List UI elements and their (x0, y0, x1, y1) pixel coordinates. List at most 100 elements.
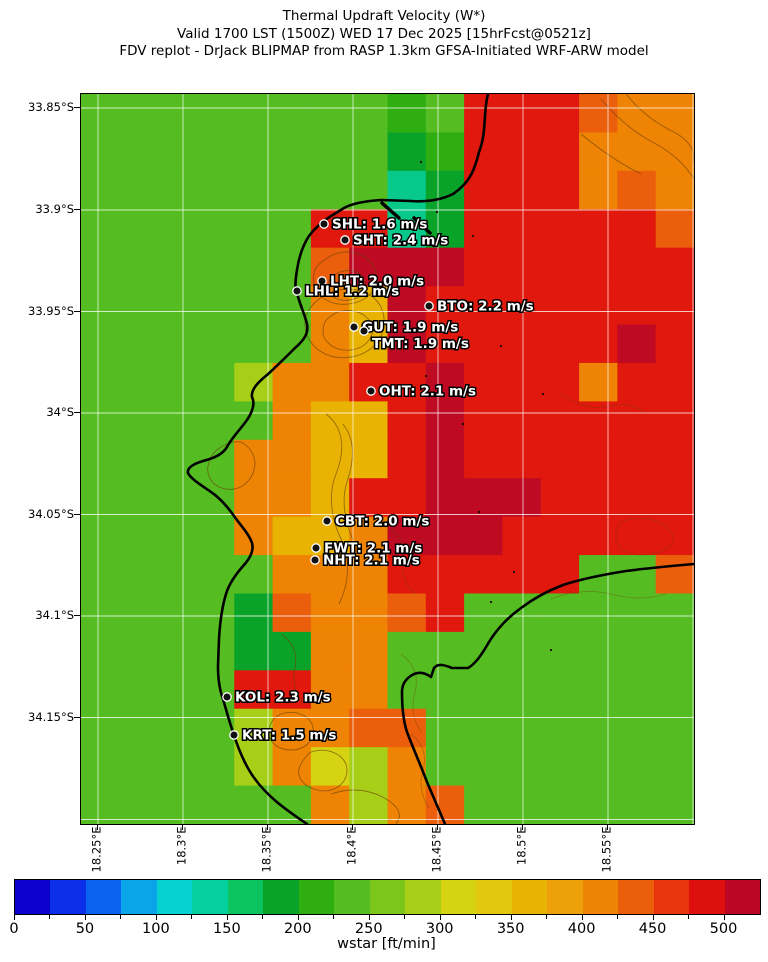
grid-cell (425, 94, 465, 134)
grid-cell (81, 516, 120, 556)
grid-cell (310, 170, 350, 210)
grid-cell (655, 286, 694, 326)
colorbar-segment (15, 880, 51, 914)
station-label: CBT: 2.0 m/s (335, 514, 429, 530)
grid-cell (310, 747, 350, 787)
tick-mark (368, 915, 370, 920)
grid-cell (119, 747, 159, 787)
y-tick-label: 33.9°S (35, 202, 74, 216)
grid-cell (425, 555, 465, 595)
grid-cell (387, 439, 427, 479)
grid-cell (387, 324, 427, 364)
station-marker (359, 326, 369, 336)
grid-cell (272, 132, 312, 172)
grid-cell (119, 631, 159, 671)
colorbar-segment (121, 880, 158, 914)
grid-cell (349, 247, 389, 287)
grid-cell (119, 670, 159, 710)
colorbar-segment (192, 880, 229, 914)
tick-mark (97, 824, 99, 830)
grid-cell (464, 362, 504, 402)
grid-cell (310, 401, 350, 441)
grid-cell (655, 555, 694, 595)
colorbar-segment (263, 880, 300, 914)
grid-cell (464, 593, 504, 633)
grid-cell (540, 439, 580, 479)
grid-cell (464, 401, 504, 441)
grid-cell (272, 170, 312, 210)
colorbar-tick-label: 200 (283, 921, 312, 937)
grid-cell (157, 132, 197, 172)
grid-cell (119, 286, 159, 326)
grid-cell (425, 478, 465, 518)
grid-cell (502, 439, 542, 479)
grid-cell (272, 401, 312, 441)
grid-cell (234, 362, 274, 402)
grid-cell (617, 324, 657, 364)
tick-mark (723, 915, 725, 920)
grid-cell (540, 286, 580, 326)
grid-cell (425, 362, 465, 402)
grid-cell (464, 324, 504, 364)
grid-cell (349, 132, 389, 172)
y-tick-label: 34.05°S (28, 506, 74, 521)
grid-cell (349, 708, 389, 748)
tick-mark (74, 209, 80, 211)
grid-cell (157, 170, 197, 210)
tick-mark (14, 915, 16, 920)
grid-cell (81, 170, 120, 210)
grid-cell (502, 132, 542, 172)
colorbar-segment (298, 880, 335, 914)
grid-cell (387, 94, 427, 134)
grid-cell (425, 132, 465, 172)
station-label: OHT: 2.1 m/s (379, 384, 476, 400)
grid-cell (272, 747, 312, 787)
grid-cell (387, 631, 427, 671)
grid-cell (157, 286, 197, 326)
terrain-speckles (419, 160, 553, 652)
grid-cell (579, 747, 618, 787)
tick-mark (84, 915, 87, 920)
grid-cell (425, 324, 465, 364)
grid-cell (540, 785, 580, 824)
station-marker (424, 301, 434, 311)
grid-cell (81, 708, 120, 748)
grid-cell (579, 247, 618, 287)
colorbar-tick-label: 50 (75, 921, 95, 937)
station-label: GUT: 1.9 m/s (362, 320, 458, 336)
grid-cell (617, 439, 657, 479)
grid-cell (540, 247, 580, 287)
grid-cell (195, 747, 235, 787)
grid-cell (195, 247, 235, 287)
grid-cell (579, 670, 618, 710)
grid-cell (617, 708, 657, 748)
grid-cell (81, 478, 120, 518)
grid-cell (655, 631, 694, 671)
wstar-grid-cells (81, 94, 694, 824)
grid-cell (387, 170, 427, 210)
grid-cell (157, 362, 197, 402)
grid-cell (387, 247, 427, 287)
colorbar-tick-label: 0 (9, 921, 19, 937)
grid-cell (502, 247, 542, 287)
grid-cell (349, 362, 389, 402)
colorbar-unit-label: wstar [ft/min] (337, 936, 436, 952)
grid-cell (540, 670, 580, 710)
grid-cell (502, 708, 542, 748)
x-tick-label: 18.45°E (429, 826, 444, 873)
colorbar-tick-label: 350 (496, 921, 525, 937)
colorbar-segment (85, 880, 122, 914)
grid-cell (387, 516, 427, 556)
tick-mark (352, 824, 354, 830)
grid-cell (157, 247, 197, 287)
grid-cell (272, 94, 312, 134)
grid-cell (272, 324, 312, 364)
colorbar-segment (547, 880, 584, 914)
colorbar-tick-label: 100 (142, 921, 170, 937)
grid-cell (81, 670, 120, 710)
grid-cell (195, 324, 235, 364)
grid-cell (157, 478, 197, 518)
grid-cell (349, 747, 389, 787)
grid-cell (195, 286, 235, 326)
grid-cell (349, 439, 389, 479)
